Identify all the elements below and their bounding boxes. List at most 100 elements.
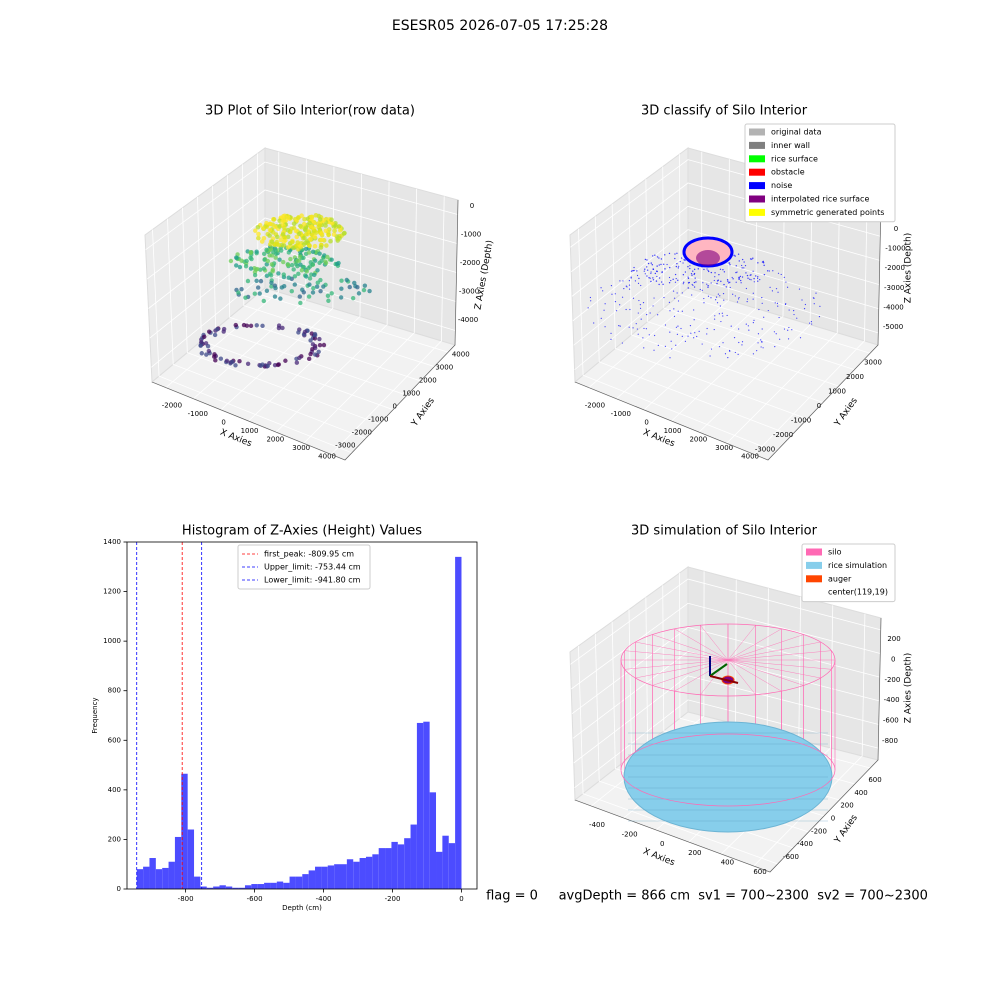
bar: [410, 824, 417, 889]
x-tick-label: -200: [385, 895, 401, 903]
point-cloud-dot: [307, 220, 312, 226]
bar: [385, 848, 392, 889]
point-cloud-dot: [763, 316, 765, 318]
point-cloud-dot: [621, 342, 623, 344]
x-tick-label: -800: [178, 895, 194, 903]
point-cloud-dot: [699, 288, 701, 291]
point-cloud-dot: [314, 284, 320, 289]
point-cloud-dot: [301, 255, 306, 260]
point-cloud-dot: [687, 265, 689, 268]
point-cloud-dot: [273, 251, 279, 257]
point-cloud-dot: [717, 293, 719, 295]
y-tick-label: 0: [831, 815, 835, 823]
point-cloud-dot: [367, 288, 372, 294]
point-cloud-dot: [750, 274, 752, 276]
point-cloud-dot: [321, 342, 327, 348]
point-cloud-dot: [234, 255, 239, 260]
y-tick-label: 400: [854, 789, 867, 797]
point-cloud-dot: [773, 331, 775, 333]
point-cloud-dot: [301, 290, 307, 295]
point-cloud-dot: [758, 308, 760, 311]
point-cloud-dot: [237, 264, 243, 270]
grid-line: [578, 228, 777, 453]
point-cloud-dot: [691, 274, 693, 276]
point-cloud-dot: [298, 262, 303, 267]
point-cloud-dot: [766, 270, 769, 272]
point-cloud-dot: [660, 258, 663, 260]
y-tick-label: 1200: [103, 588, 121, 596]
point-cloud-dot: [321, 284, 326, 289]
point-cloud-dot: [785, 281, 787, 283]
point-cloud-dot: [636, 328, 638, 330]
point-cloud-dot: [640, 318, 642, 320]
point-cloud-dot: [738, 278, 740, 281]
point-cloud-dot: [668, 301, 671, 303]
point-cloud-dot: [737, 353, 739, 355]
point-cloud-dot: [280, 325, 285, 331]
z-tick-label: -800: [882, 737, 898, 745]
silo-wire: [727, 659, 821, 679]
point-cloud-dot: [815, 292, 817, 294]
point-cloud-dot: [654, 334, 656, 337]
point-cloud-dot: [651, 264, 654, 266]
point-cloud-dot: [313, 352, 318, 357]
point-cloud-dot: [731, 276, 733, 279]
silo-wire: [652, 659, 729, 686]
bar: [372, 854, 379, 889]
point-cloud-dot: [318, 277, 323, 283]
bar: [187, 829, 195, 889]
y-tick-label: -2000: [352, 429, 372, 437]
axis-label: X Axies: [642, 847, 677, 869]
point-cloud-dot: [600, 287, 602, 289]
point-cloud-dot: [347, 284, 352, 290]
point-cloud-dot: [311, 286, 316, 291]
point-cloud-dot: [355, 285, 360, 290]
point-cloud-dot: [682, 262, 684, 264]
bar: [194, 876, 201, 889]
point-cloud-dot: [738, 296, 740, 299]
point-cloud-dot: [745, 272, 747, 274]
legend-box: [744, 123, 896, 223]
point-cloud-dot: [243, 295, 248, 300]
grid-line: [571, 626, 880, 714]
bar: [321, 866, 328, 889]
point-cloud-dot: [741, 341, 744, 343]
point-cloud-dot: [285, 227, 291, 233]
point-cloud-dot: [761, 302, 763, 304]
point-cloud-dot: [261, 251, 267, 257]
z-tick-label: -4000: [883, 304, 903, 312]
point-cloud-dot: [619, 304, 621, 306]
x-tick-label: -400: [589, 821, 605, 829]
point-cloud-dot: [604, 326, 606, 328]
surface-shape: [696, 250, 720, 266]
point-cloud-dot: [630, 276, 632, 278]
point-cloud-dot: [736, 271, 738, 273]
legend-label: rice surface: [771, 154, 818, 163]
point-cloud-dot: [298, 300, 303, 306]
point-cloud-dot: [729, 281, 731, 283]
grid-line: [570, 578, 881, 665]
point-cloud-dot: [610, 285, 613, 287]
point-cloud-dot: [710, 348, 713, 350]
point-cloud-dot: [625, 285, 627, 287]
point-cloud-dot: [621, 296, 624, 298]
point-cloud-dot: [741, 258, 744, 261]
point-cloud-dot: [752, 353, 755, 355]
point-cloud-dot: [234, 263, 239, 268]
point-cloud-dot: [344, 277, 349, 283]
y-tick-label: 200: [108, 835, 121, 843]
point-cloud-dot: [326, 298, 331, 303]
point-cloud-dot: [317, 217, 323, 222]
silo-wire: [635, 659, 729, 679]
point-cloud-dot: [329, 220, 335, 226]
point-cloud-dot: [681, 310, 683, 312]
y-axis-label: Frequency: [91, 697, 99, 733]
legend-swatch: [749, 128, 765, 136]
point-cloud-dot: [628, 284, 631, 286]
point-cloud-dot: [658, 277, 661, 279]
point-cloud-dot: [611, 293, 613, 295]
point-cloud-dot: [276, 271, 281, 276]
y-tick-label: 1000: [402, 390, 420, 398]
x-tick-label: -200: [622, 830, 638, 838]
